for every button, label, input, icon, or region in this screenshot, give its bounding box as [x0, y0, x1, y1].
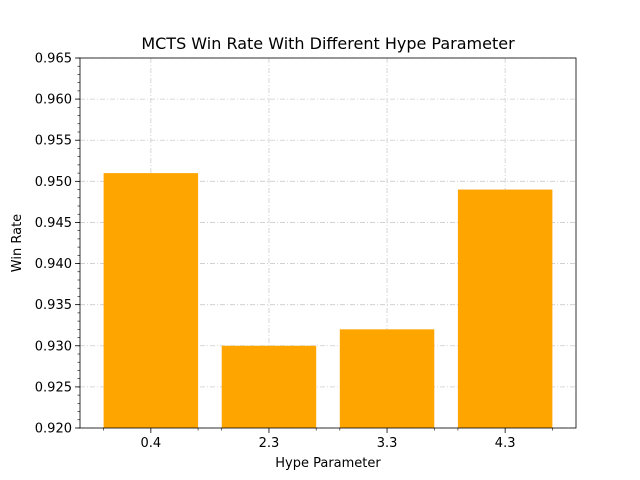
bar-3.3 — [339, 329, 435, 428]
y-tick-label: 0.945 — [35, 216, 72, 231]
x-tick-label: 0.4 — [141, 436, 162, 451]
bar-4.3 — [457, 189, 553, 428]
y-tick-label: 0.935 — [35, 298, 72, 313]
y-axis-label: Win Rate — [10, 214, 25, 272]
y-tick-label: 0.955 — [35, 134, 72, 149]
y-tick-label: 0.960 — [35, 93, 72, 108]
y-tick-label: 0.925 — [35, 380, 72, 395]
bar-2.3 — [221, 345, 317, 428]
bars — [103, 173, 553, 428]
axes: 0.920 0.925 0.930 0.935 0.940 0.945 0.950 0.955… — [35, 52, 577, 451]
plot-frame — [79, 57, 577, 429]
chart-title: MCTS Win Rate With Different Hype Parame… — [141, 34, 515, 53]
y-tick-label: 0.920 — [35, 422, 72, 437]
x-tick-label: 4.3 — [495, 436, 516, 451]
y-tick-label: 0.940 — [35, 257, 72, 272]
y-tick-label: 0.950 — [35, 175, 72, 190]
x-tick-label: 3.3 — [377, 436, 398, 451]
x-tick-label: 2.3 — [259, 436, 280, 451]
y-tick-label: 0.930 — [35, 339, 72, 354]
x-axis-label: Hype Parameter — [275, 456, 381, 471]
bar-0.4 — [103, 173, 199, 428]
y-tick-label: 0.965 — [35, 52, 72, 67]
